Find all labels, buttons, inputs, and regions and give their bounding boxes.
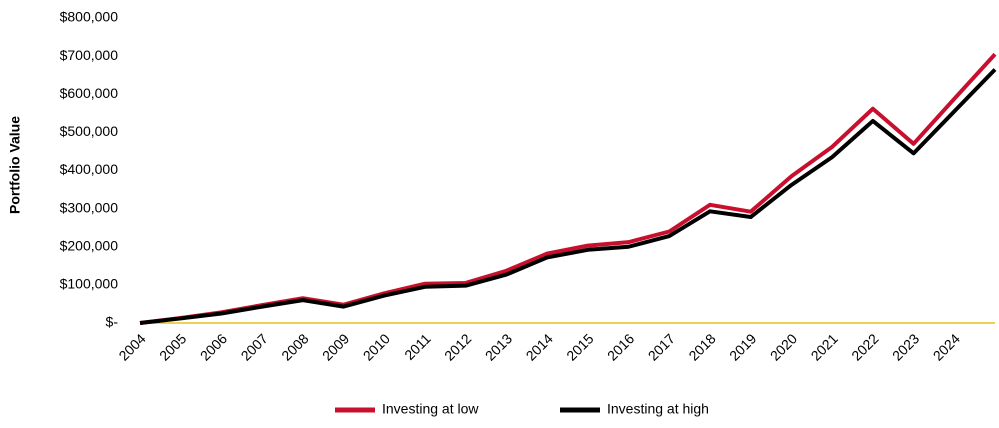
x-tick-label: 2014 xyxy=(523,330,556,363)
x-tick-label: 2020 xyxy=(767,330,800,363)
y-tick-label: $600,000 xyxy=(60,85,119,101)
x-tick-label: 2022 xyxy=(848,330,881,363)
x-tick-label: 2018 xyxy=(685,330,718,363)
y-axis-title: Portfolio Value xyxy=(7,116,23,214)
x-tick-label: 2012 xyxy=(441,330,474,363)
series-line xyxy=(139,52,997,325)
legend-label: Investing at low xyxy=(382,401,479,417)
x-tick-label: 2013 xyxy=(482,330,515,363)
series-line xyxy=(139,68,997,325)
y-tick-label: $800,000 xyxy=(60,9,119,25)
x-tick-label: 2015 xyxy=(563,330,596,363)
x-tick-label: 2008 xyxy=(278,330,311,363)
legend-label: Investing at high xyxy=(607,401,709,417)
x-tick-label: 2004 xyxy=(115,330,148,363)
y-tick-label: $- xyxy=(106,314,119,330)
y-tick-label: $400,000 xyxy=(60,161,119,177)
y-tick-label: $200,000 xyxy=(60,237,119,253)
y-tick-label: $300,000 xyxy=(60,199,119,215)
x-tick-label: 2010 xyxy=(360,330,393,363)
y-tick-label: $100,000 xyxy=(60,276,119,292)
x-tick-label: 2011 xyxy=(401,330,434,363)
y-tick-label: $700,000 xyxy=(60,47,119,63)
x-tick-label: 2017 xyxy=(645,330,678,363)
x-tick-label: 2007 xyxy=(238,330,271,363)
x-tick-label: 2024 xyxy=(930,330,963,363)
x-tick-label: 2019 xyxy=(726,330,759,363)
x-tick-label: 2006 xyxy=(197,330,230,363)
x-tick-label: 2009 xyxy=(319,330,352,363)
x-tick-label: 2005 xyxy=(156,330,189,363)
x-tick-label: 2021 xyxy=(808,330,841,363)
x-tick-label: 2016 xyxy=(604,330,637,363)
y-tick-label: $500,000 xyxy=(60,123,119,139)
x-tick-label: 2023 xyxy=(889,330,922,363)
